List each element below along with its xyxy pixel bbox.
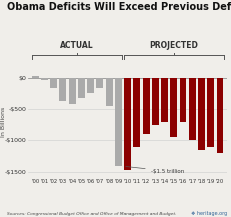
Bar — [32, 76, 39, 78]
Bar — [197, 78, 204, 150]
Text: In Billions: In Billions — [1, 106, 6, 137]
Text: Obama Deficits Will Exceed Previous Deficits: Obama Deficits Will Exceed Previous Defi… — [7, 2, 231, 12]
Bar — [124, 78, 131, 170]
Bar — [142, 78, 149, 134]
Bar — [170, 78, 176, 137]
Bar — [96, 78, 103, 88]
Bar — [133, 78, 140, 147]
Bar — [151, 78, 158, 125]
Bar — [160, 78, 167, 122]
Bar — [59, 78, 66, 102]
Bar — [87, 78, 94, 93]
Bar — [41, 78, 48, 79]
Bar — [105, 78, 112, 107]
Text: -$1.5 trillion: -$1.5 trillion — [125, 166, 183, 174]
Text: ❖ heritage.org: ❖ heritage.org — [190, 211, 226, 216]
Bar — [206, 78, 213, 147]
Bar — [179, 78, 186, 122]
Bar — [78, 78, 85, 98]
Text: Sources: Congressional Budget Office and Office of Management and Budget.: Sources: Congressional Budget Office and… — [7, 212, 176, 216]
Bar — [188, 78, 195, 140]
Bar — [68, 78, 75, 104]
Bar — [50, 78, 57, 88]
Bar — [216, 78, 222, 153]
Text: PROJECTED: PROJECTED — [149, 41, 197, 50]
Bar — [114, 78, 121, 166]
Text: ACTUAL: ACTUAL — [60, 41, 93, 50]
